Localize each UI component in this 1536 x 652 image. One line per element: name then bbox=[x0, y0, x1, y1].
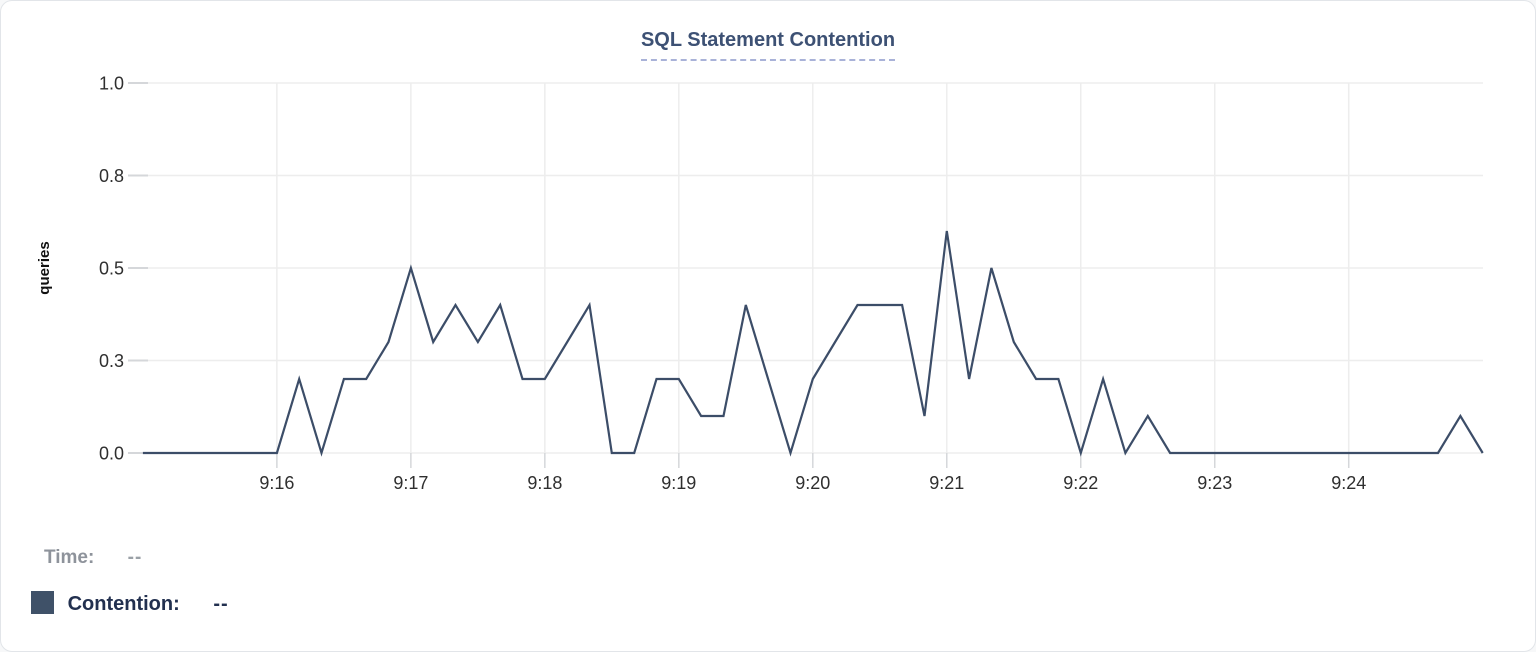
legend-time-row: Time: -- bbox=[44, 547, 142, 569]
legend-time-label: Time: bbox=[44, 547, 95, 568]
legend-time-value: -- bbox=[127, 547, 143, 568]
y-axis-label: queries bbox=[36, 241, 53, 294]
svg-text:9:17: 9:17 bbox=[393, 473, 428, 493]
legend-contention-label: Contention: bbox=[67, 593, 180, 615]
contention-line-chart[interactable]: 0.0 0.3 0.5 0.8 1.0 9:16 9:17 9:18 9:19 9:20 9:21 9… bbox=[1, 1, 1536, 541]
svg-text:9:16: 9:16 bbox=[259, 473, 294, 493]
legend-contention-row: Contention: -- bbox=[31, 591, 229, 616]
svg-text:1.0: 1.0 bbox=[99, 74, 124, 94]
svg-text:9:18: 9:18 bbox=[527, 473, 562, 493]
svg-text:0.5: 0.5 bbox=[99, 259, 124, 279]
series-line-contention bbox=[142, 230, 1484, 457]
chart-title[interactable]: SQL Statement Contention bbox=[640, 29, 896, 61]
svg-text:9:24: 9:24 bbox=[1331, 473, 1366, 493]
svg-text:9:19: 9:19 bbox=[661, 473, 696, 493]
svg-text:0.3: 0.3 bbox=[99, 351, 124, 371]
svg-text:0.0: 0.0 bbox=[99, 444, 124, 464]
svg-text:9:22: 9:22 bbox=[1063, 473, 1098, 493]
svg-text:0.8: 0.8 bbox=[99, 166, 124, 186]
svg-text:9:21: 9:21 bbox=[929, 473, 964, 493]
contention-series-swatch bbox=[31, 591, 54, 614]
svg-text:9:20: 9:20 bbox=[795, 473, 830, 493]
svg-text:9:23: 9:23 bbox=[1197, 473, 1232, 493]
legend-contention-value: -- bbox=[213, 593, 229, 615]
chart-header: SQL Statement Contention bbox=[1, 29, 1535, 61]
